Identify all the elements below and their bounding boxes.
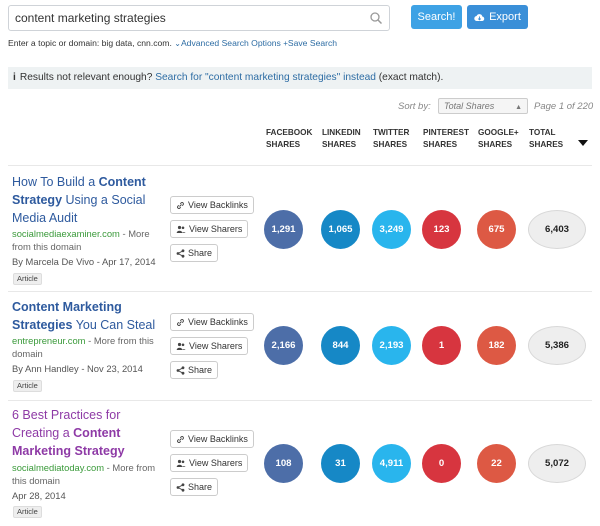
googleplus-shares-count[interactable]: 182 [477,326,516,365]
col-facebook-shares[interactable]: FACEBOOK SHARES [266,128,313,149]
col-pinterest-shares[interactable]: PINTEREST SHARES [423,128,469,149]
more-from-domain-link[interactable]: - More from this domain [12,462,156,486]
link-icon [177,435,184,443]
domain-link[interactable]: entrepreneur.com [12,335,86,346]
notice-suffix: (exact match). [378,72,444,83]
facebook-shares-count[interactable]: 108 [264,444,303,483]
result-author: Apr 28, 2014 [12,490,66,501]
plus-icon: + [283,39,288,48]
col-twitter-shares[interactable]: TWITTER SHARES [373,128,410,149]
result-author: By Marcela De Vivo - Apr 17, 2014 [12,256,156,267]
view-backlinks-button[interactable]: View Backlinks [170,430,254,448]
googleplus-shares-count[interactable]: 675 [477,210,516,249]
result-author: By Ann Handley - Nov 23, 2014 [12,363,143,374]
twitter-shares-count[interactable]: 2,193 [372,326,411,365]
pinterest-shares-count[interactable]: 123 [422,210,461,249]
search-icon[interactable] [369,11,383,25]
page-indicator: Page 1 of 220 [534,101,594,112]
linkedin-shares-count[interactable]: 1,065 [321,210,360,249]
view-sharers-button[interactable]: View Sharers [170,454,249,472]
advanced-search-link[interactable]: Advanced Search Options [180,38,281,48]
facebook-shares-count[interactable]: 1,291 [264,210,303,249]
share-button[interactable]: Share [170,478,219,496]
domain-link[interactable]: socialmediaexaminer.com [12,228,120,239]
view-sharers-button[interactable]: View Sharers [170,220,249,238]
info-icon: i [13,72,16,83]
result-domain: socialmediatoday.com - More from this do… [12,461,164,487]
article-badge: Article [13,506,42,518]
result-title[interactable]: How To Build a Content Strategy Using a … [12,175,146,225]
facebook-shares-count[interactable]: 2,166 [264,326,303,365]
result-domain: socialmediaexaminer.com - More from this… [12,227,164,253]
linkedin-shares-count[interactable]: 31 [321,444,360,483]
notice-text: Results not relevant enough? [19,72,153,83]
search-hint: Enter a topic or domain: big data, cnn.c… [8,38,337,48]
pinterest-shares-count[interactable]: 0 [422,444,461,483]
result-title[interactable]: Content Marketing Strategies You Can Ste… [12,300,156,332]
domain-link[interactable]: socialmediatoday.com [12,462,105,473]
updown-caret-icon: ▲ [515,104,522,111]
total-shares-count: 5,072 [528,444,586,483]
article-badge: Article [13,380,42,392]
search-button[interactable]: Search! [411,5,462,29]
twitter-shares-count[interactable]: 3,249 [372,210,411,249]
sort-selected: Total Shares [444,101,495,111]
view-sharers-button[interactable]: View Sharers [170,337,249,355]
view-backlinks-button[interactable]: View Backlinks [170,196,254,214]
share-button[interactable]: Share [170,244,219,262]
sort-select[interactable]: Total Shares ▲ [438,98,528,114]
col-total-shares[interactable]: TOTAL SHARES [529,128,564,149]
result-domain: entrepreneur.com - More from this domain [12,334,164,360]
col-linkedin-shares[interactable]: LINKEDIN SHARES [322,128,361,149]
divider [8,165,592,166]
users-icon [176,342,186,350]
search-input[interactable] [9,6,359,30]
cloud-download-icon [474,13,485,21]
googleplus-shares-count[interactable]: 22 [477,444,516,483]
relevance-notice: i Results not relevant enough? Search for… [8,67,592,89]
export-label: Export [489,11,521,23]
search-box[interactable] [8,5,390,31]
result-row: Content Marketing Strategies You Can Ste… [0,298,600,416]
exact-match-link[interactable]: Search for "content marketing strategies… [155,72,376,83]
save-search-link[interactable]: Save Search [287,38,338,48]
sort-row: Sort by: Total Shares ▲ Page 1 of 220 [0,98,600,116]
result-row: 6 Best Practices for Creating a Content … [0,406,600,524]
sort-label: Sort by: [398,101,431,112]
divider [8,291,592,292]
share-icon [176,365,185,375]
export-button[interactable]: Export [467,5,528,29]
twitter-shares-count[interactable]: 4,911 [372,444,411,483]
more-from-domain-link[interactable]: - More from this domain [12,228,150,252]
result-title[interactable]: 6 Best Practices for Creating a Content … [12,408,125,458]
article-badge: Article [13,273,42,285]
chevron-down-icon: ⌄ [174,39,181,48]
share-icon [176,248,185,258]
share-icon [176,482,185,492]
link-icon [177,201,184,209]
linkedin-shares-count[interactable]: 844 [321,326,360,365]
hint-text: Enter a topic or domain: big data, cnn.c… [8,38,172,48]
pinterest-shares-count[interactable]: 1 [422,326,461,365]
view-backlinks-button[interactable]: View Backlinks [170,313,254,331]
share-button[interactable]: Share [170,361,219,379]
more-from-domain-link[interactable]: - More from this domain [12,335,154,359]
total-shares-count: 5,386 [528,326,586,365]
total-shares-count: 6,403 [528,210,586,249]
result-row: How To Build a Content Strategy Using a … [0,173,600,291]
col-googleplus-shares[interactable]: GOOGLE+ SHARES [478,128,519,149]
divider [8,400,592,401]
sort-desc-icon[interactable] [578,140,588,146]
link-icon [177,318,184,326]
users-icon [176,225,186,233]
users-icon [176,459,186,467]
